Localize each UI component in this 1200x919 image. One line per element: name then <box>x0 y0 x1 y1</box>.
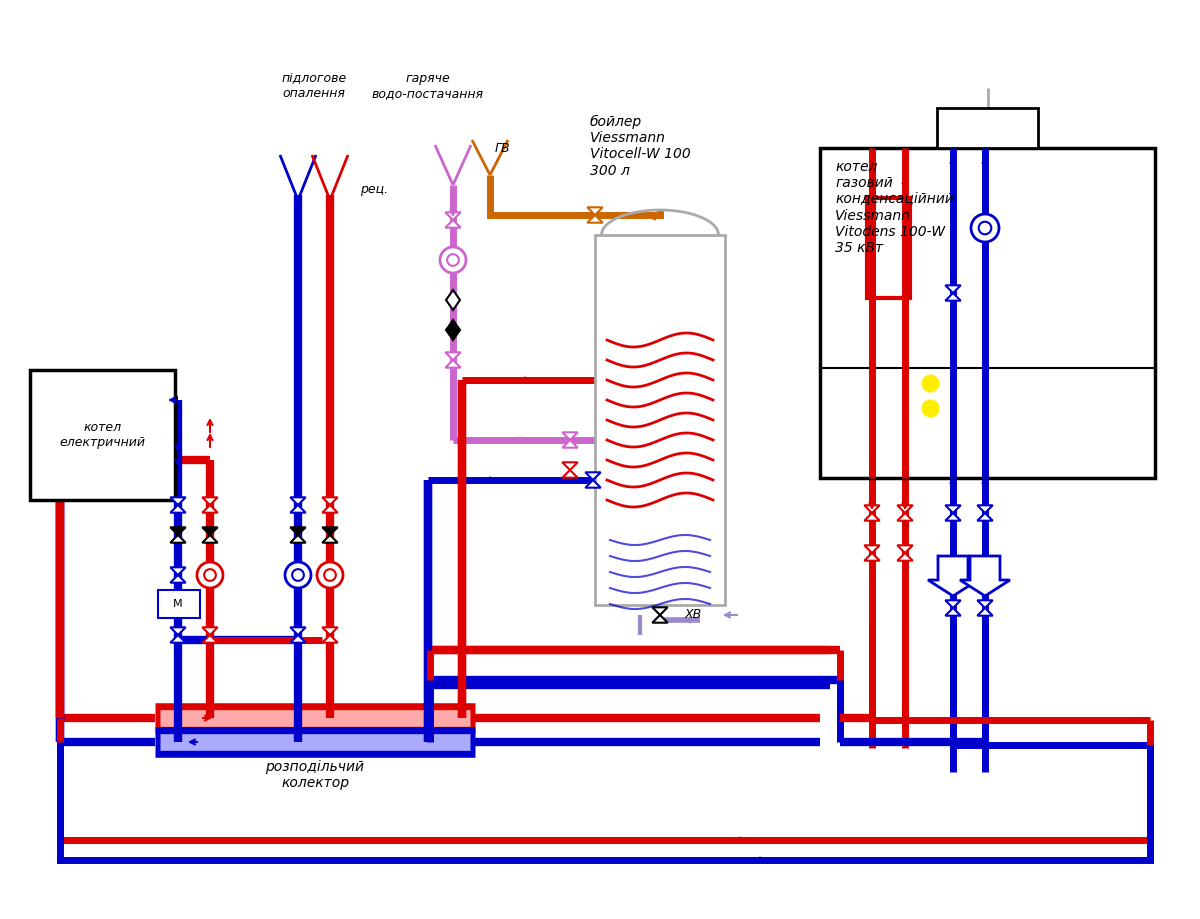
Polygon shape <box>445 352 461 360</box>
Polygon shape <box>445 220 461 228</box>
Polygon shape <box>898 505 913 513</box>
Polygon shape <box>563 432 577 440</box>
Circle shape <box>971 214 998 242</box>
Polygon shape <box>170 567 186 575</box>
Circle shape <box>292 569 304 581</box>
Polygon shape <box>977 608 992 616</box>
Polygon shape <box>587 208 602 215</box>
Polygon shape <box>587 215 602 222</box>
Polygon shape <box>290 535 306 543</box>
Polygon shape <box>170 505 186 513</box>
Polygon shape <box>977 600 992 608</box>
Text: бойлер
Viessmann
Vitocell-W 100
300 л: бойлер Viessmann Vitocell-W 100 300 л <box>590 115 691 177</box>
Polygon shape <box>290 635 306 642</box>
Polygon shape <box>290 628 306 635</box>
Text: розподільчий
колектор: розподільчий колектор <box>265 760 365 790</box>
Polygon shape <box>563 440 577 448</box>
Circle shape <box>324 569 336 581</box>
Polygon shape <box>203 497 217 505</box>
Polygon shape <box>170 535 186 543</box>
Polygon shape <box>170 575 186 583</box>
Bar <box>158 590 200 618</box>
Polygon shape <box>586 480 601 488</box>
Circle shape <box>286 562 311 588</box>
Polygon shape <box>977 505 992 513</box>
Polygon shape <box>864 553 880 561</box>
Circle shape <box>317 562 343 588</box>
Text: котел
газовий
конденсаційний
Viessmann
Vitodens 100-W
35 кВт: котел газовий конденсаційний Viessmann V… <box>835 160 954 255</box>
Bar <box>866 198 910 298</box>
Polygon shape <box>946 608 961 616</box>
Polygon shape <box>898 553 913 561</box>
Polygon shape <box>898 513 913 521</box>
Polygon shape <box>586 472 601 480</box>
Text: підлогове
опалення: підлогове опалення <box>281 72 347 100</box>
Polygon shape <box>653 615 667 623</box>
Polygon shape <box>170 635 186 642</box>
Polygon shape <box>203 628 217 635</box>
Polygon shape <box>323 505 337 513</box>
Circle shape <box>204 569 216 581</box>
Polygon shape <box>960 556 1010 596</box>
Polygon shape <box>170 497 186 505</box>
Polygon shape <box>323 528 337 535</box>
Polygon shape <box>290 528 306 535</box>
Polygon shape <box>946 293 961 301</box>
Polygon shape <box>170 628 186 635</box>
Circle shape <box>440 247 466 273</box>
Polygon shape <box>653 607 667 615</box>
Polygon shape <box>563 462 577 470</box>
Bar <box>937 108 1038 148</box>
Bar <box>595 235 725 605</box>
Polygon shape <box>203 535 217 543</box>
Polygon shape <box>290 497 306 505</box>
Polygon shape <box>446 320 460 340</box>
Circle shape <box>197 562 223 588</box>
Polygon shape <box>445 212 461 220</box>
Polygon shape <box>290 505 306 513</box>
Polygon shape <box>323 635 337 642</box>
Polygon shape <box>946 285 961 293</box>
Polygon shape <box>864 505 880 513</box>
Text: гаряче
водо-постачання: гаряче водо-постачання <box>372 72 484 100</box>
Polygon shape <box>946 505 961 513</box>
Polygon shape <box>898 545 913 553</box>
Bar <box>820 148 1154 478</box>
Polygon shape <box>323 497 337 505</box>
Polygon shape <box>446 290 460 310</box>
Text: рец.: рец. <box>360 184 388 197</box>
Polygon shape <box>864 545 880 553</box>
Bar <box>30 370 175 500</box>
Polygon shape <box>445 360 461 368</box>
Polygon shape <box>928 556 978 596</box>
Polygon shape <box>323 628 337 635</box>
Polygon shape <box>170 528 186 535</box>
Circle shape <box>448 255 458 266</box>
Polygon shape <box>323 535 337 543</box>
Text: ХВ: ХВ <box>685 608 702 621</box>
Text: M: M <box>173 599 182 609</box>
Polygon shape <box>203 528 217 535</box>
Polygon shape <box>203 635 217 642</box>
Circle shape <box>979 221 991 234</box>
Polygon shape <box>946 513 961 521</box>
Polygon shape <box>864 513 880 521</box>
Polygon shape <box>977 513 992 521</box>
Text: ГВ: ГВ <box>496 142 511 154</box>
Polygon shape <box>203 505 217 513</box>
Polygon shape <box>946 600 961 608</box>
Text: котел
електричний: котел електричний <box>60 421 145 449</box>
Polygon shape <box>563 470 577 478</box>
